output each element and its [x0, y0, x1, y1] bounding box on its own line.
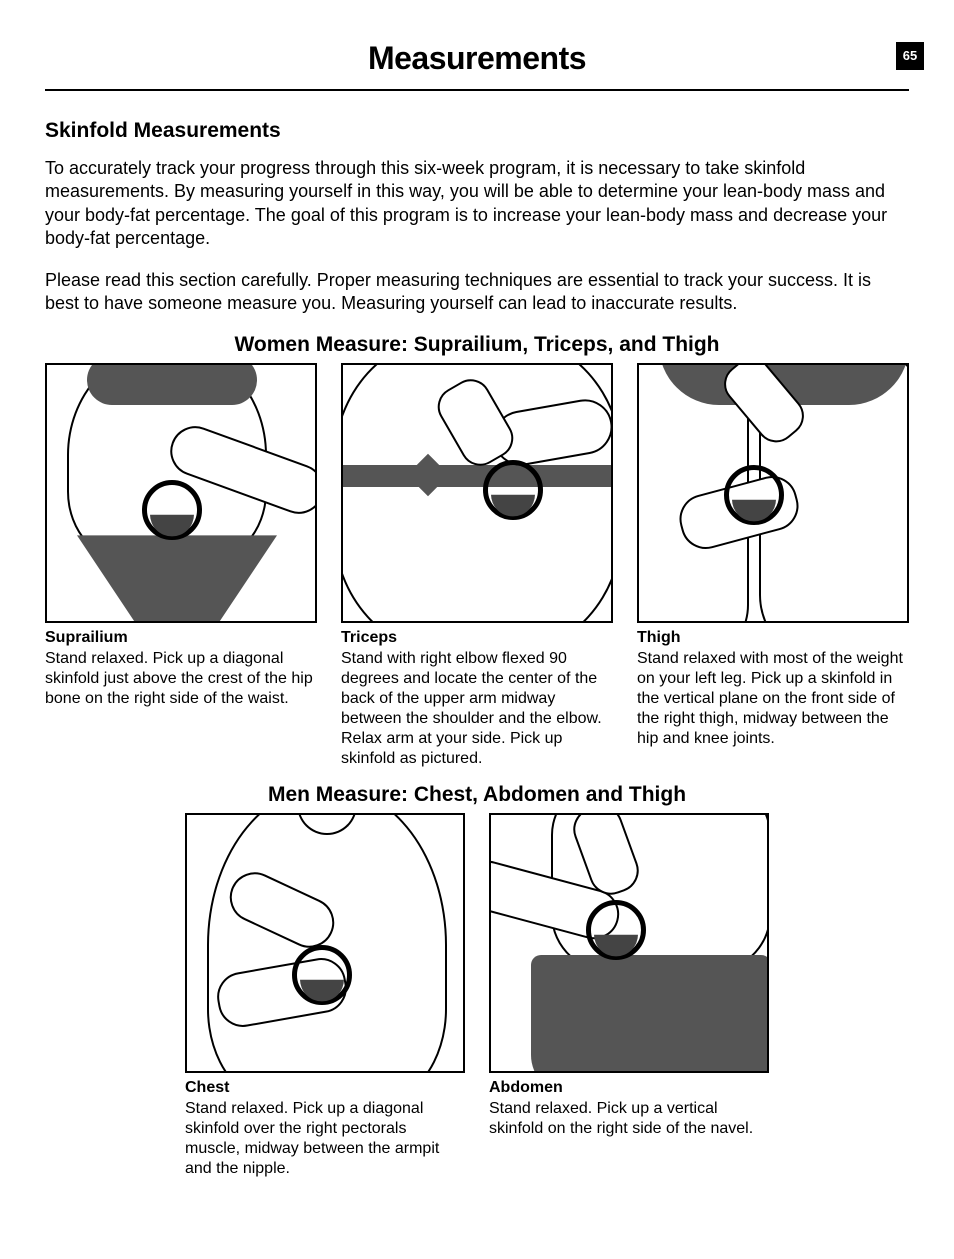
figure-card-abdomen: Abdomen Stand relaxed. Pick up a vertica…	[489, 813, 769, 1179]
page-title: Measurements	[45, 40, 909, 91]
figure-illustration-triceps	[341, 363, 613, 623]
figure-label-thigh: Thigh	[637, 629, 909, 647]
figure-card-chest: Chest Stand relaxed. Pick up a diagonal …	[185, 813, 465, 1179]
figure-desc-chest: Stand relaxed. Pick up a diagonal skinfo…	[185, 1099, 465, 1179]
section-heading: Skinfold Measurements	[45, 119, 909, 143]
figure-illustration-chest	[185, 813, 465, 1073]
figure-label-triceps: Triceps	[341, 629, 613, 647]
figure-label-abdomen: Abdomen	[489, 1079, 769, 1097]
page-number-badge: 65	[896, 42, 924, 70]
figure-desc-thigh: Stand relaxed with most of the weight on…	[637, 649, 909, 749]
figure-desc-abdomen: Stand relaxed. Pick up a vertical skinfo…	[489, 1099, 769, 1139]
figure-label-chest: Chest	[185, 1079, 465, 1097]
figure-card-suprailium: Suprailium Stand relaxed. Pick up a diag…	[45, 363, 317, 769]
figure-illustration-thigh	[637, 363, 909, 623]
figure-card-thigh: Thigh Stand relaxed with most of the wei…	[637, 363, 909, 769]
figure-label-suprailium: Suprailium	[45, 629, 317, 647]
women-figures-row: Suprailium Stand relaxed. Pick up a diag…	[45, 363, 909, 769]
figure-illustration-abdomen	[489, 813, 769, 1073]
men-figures-row: Chest Stand relaxed. Pick up a diagonal …	[45, 813, 909, 1179]
women-subheading: Women Measure: Suprailium, Triceps, and …	[45, 333, 909, 357]
figure-desc-suprailium: Stand relaxed. Pick up a diagonal skinfo…	[45, 649, 317, 709]
intro-block: To accurately track your progress throug…	[45, 157, 909, 315]
intro-paragraph-1: To accurately track your progress throug…	[45, 157, 909, 251]
intro-paragraph-2: Please read this section carefully. Prop…	[45, 269, 909, 316]
figure-card-triceps: Triceps Stand with right elbow flexed 90…	[341, 363, 613, 769]
men-subheading: Men Measure: Chest, Abdomen and Thigh	[45, 783, 909, 807]
figure-desc-triceps: Stand with right elbow flexed 90 degrees…	[341, 649, 613, 769]
figure-illustration-suprailium	[45, 363, 317, 623]
